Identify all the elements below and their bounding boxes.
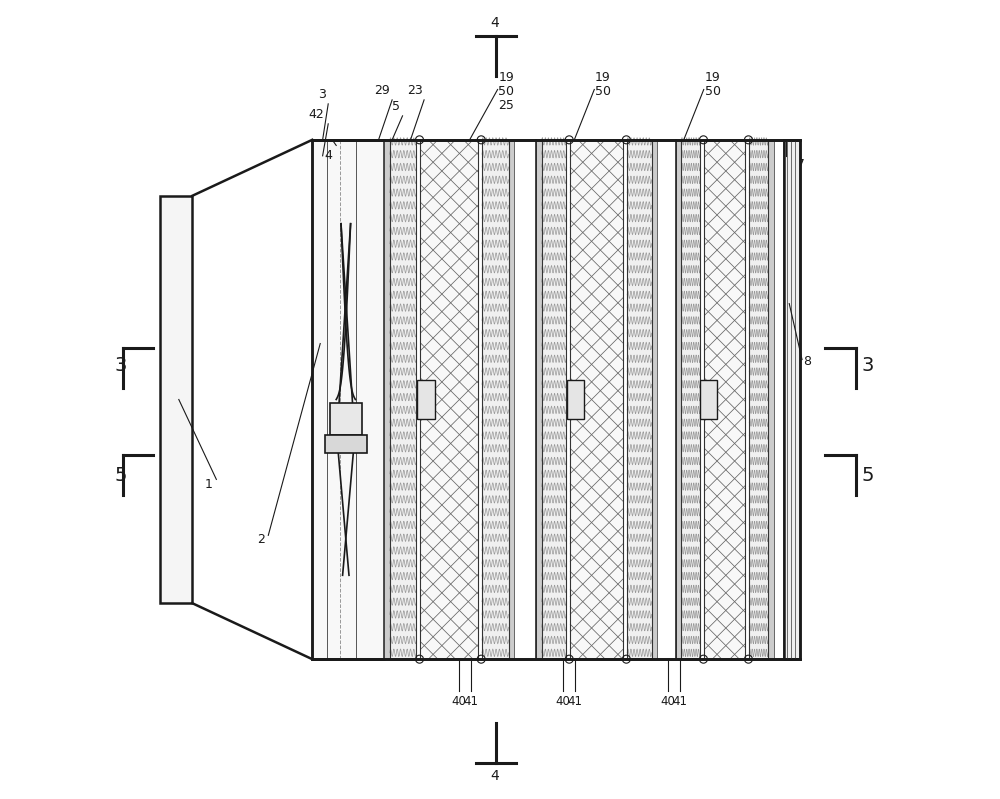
Text: 42: 42 bbox=[308, 108, 324, 121]
Bar bbox=[482, 140, 509, 659]
Bar bbox=[312, 140, 800, 659]
Bar bbox=[509, 140, 514, 659]
Bar bbox=[542, 140, 566, 659]
Bar bbox=[704, 140, 745, 659]
Bar bbox=[681, 140, 700, 659]
Bar bbox=[652, 140, 657, 659]
Text: 4: 4 bbox=[490, 769, 499, 784]
Bar bbox=[700, 380, 717, 419]
Text: 40: 40 bbox=[660, 695, 675, 708]
Text: 19: 19 bbox=[595, 71, 611, 84]
Text: 29: 29 bbox=[374, 85, 390, 97]
Text: 5: 5 bbox=[861, 466, 874, 485]
Text: 5: 5 bbox=[392, 101, 400, 113]
Text: 41: 41 bbox=[464, 695, 479, 708]
Bar bbox=[627, 140, 652, 659]
Text: 40: 40 bbox=[556, 695, 571, 708]
Bar bbox=[390, 140, 416, 659]
Text: 3: 3 bbox=[318, 88, 326, 101]
Bar bbox=[384, 140, 390, 659]
Bar bbox=[420, 140, 478, 659]
Text: 23: 23 bbox=[407, 85, 422, 97]
Bar bbox=[482, 140, 509, 659]
Bar bbox=[768, 140, 774, 659]
Bar bbox=[417, 380, 435, 419]
Bar bbox=[567, 380, 584, 419]
Bar bbox=[784, 140, 800, 659]
Text: 50: 50 bbox=[498, 85, 514, 98]
Text: 3: 3 bbox=[115, 356, 127, 375]
Bar bbox=[749, 140, 768, 659]
Bar bbox=[570, 140, 623, 659]
Bar bbox=[542, 140, 566, 659]
Bar bbox=[160, 196, 192, 603]
Bar bbox=[749, 140, 768, 659]
Text: 4: 4 bbox=[324, 149, 332, 161]
Bar bbox=[420, 140, 478, 659]
Text: 41: 41 bbox=[672, 695, 687, 708]
Bar bbox=[627, 140, 652, 659]
Bar bbox=[676, 140, 681, 659]
Text: 5: 5 bbox=[115, 466, 127, 485]
Bar bbox=[390, 140, 416, 659]
Text: 2: 2 bbox=[257, 533, 265, 546]
Text: 19: 19 bbox=[498, 71, 514, 84]
Text: 1: 1 bbox=[204, 478, 212, 491]
Bar bbox=[704, 140, 745, 659]
Text: 50: 50 bbox=[595, 85, 611, 98]
Text: 8: 8 bbox=[804, 356, 812, 368]
Bar bbox=[330, 403, 362, 435]
Bar bbox=[536, 140, 542, 659]
Text: 50: 50 bbox=[705, 85, 721, 98]
Text: 40: 40 bbox=[452, 695, 467, 708]
Text: 3: 3 bbox=[861, 356, 874, 375]
Text: 41: 41 bbox=[568, 695, 583, 708]
Text: 19: 19 bbox=[705, 71, 720, 84]
Bar bbox=[312, 140, 384, 659]
Text: 4: 4 bbox=[490, 15, 499, 30]
Bar bbox=[325, 435, 367, 453]
Text: 25: 25 bbox=[498, 99, 514, 112]
Bar bbox=[570, 140, 623, 659]
Bar bbox=[681, 140, 700, 659]
Text: 47: 47 bbox=[789, 158, 805, 171]
